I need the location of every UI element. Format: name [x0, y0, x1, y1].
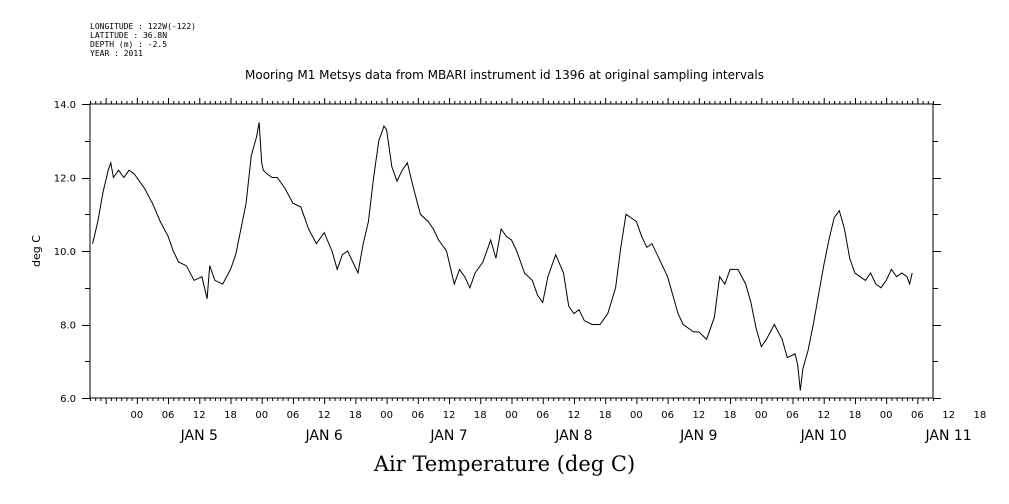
x-tick-label: 18: [724, 410, 737, 421]
chart-title: Mooring M1 Metsys data from MBARI instru…: [245, 68, 764, 82]
x-tick-label: 06: [911, 410, 924, 421]
x-tick-label: 12: [443, 410, 456, 421]
x-tick-label: 00: [380, 410, 393, 421]
x-tick-label: 06: [287, 410, 300, 421]
y-axis-label: deg C: [30, 235, 43, 267]
ticks-layer: 00 06 12 18 00 06 12 18 00 06 12 18 00 06 12 18 00 06 12 18…: [54, 98, 986, 444]
x-tick-label: 18: [349, 410, 362, 421]
x-day-label: JAN 10: [800, 428, 847, 444]
y-tick-label: 12.0: [54, 174, 76, 185]
x-tick-label: 12: [942, 410, 955, 421]
x-axis-title: Air Temperature (deg C): [373, 452, 636, 476]
x-day-label: JAN 5: [180, 428, 218, 444]
x-tick-label: 06: [786, 410, 799, 421]
x-tick-label: 00: [130, 410, 143, 421]
x-tick-label: 06: [162, 410, 175, 421]
x-tick-label: 06: [661, 410, 674, 421]
y-tick-label: 8.0: [60, 321, 76, 332]
x-day-label: JAN 8: [554, 428, 592, 444]
air-temperature-series-line: [92, 122, 913, 391]
x-tick-label: 00: [880, 410, 893, 421]
x-day-label: JAN 7: [429, 428, 467, 444]
x-tick-label: 00: [505, 410, 518, 421]
x-day-label: JAN 9: [679, 428, 717, 444]
x-tick-label: 12: [568, 410, 581, 421]
meta-longitude: LONGITUDE : 122W(-122): [90, 22, 196, 31]
x-tick-label: 00: [755, 410, 768, 421]
y-tick-label: 10.0: [54, 247, 76, 258]
x-tick-label: 12: [817, 410, 830, 421]
x-tick-label: 06: [536, 410, 549, 421]
y-tick-label: 14.0: [54, 100, 76, 111]
x-tick-label: 12: [318, 410, 331, 421]
x-tick-label: 12: [692, 410, 705, 421]
x-tick-label: 18: [474, 410, 487, 421]
meta-latitude: LATITUDE : 36.8N: [90, 31, 168, 40]
meta-depth: DEPTH (m) : -2.5: [90, 40, 168, 49]
x-tick-label: 00: [255, 410, 268, 421]
metadata-block: LONGITUDE : 122W(-122) LATITUDE : 36.8N …: [90, 22, 196, 58]
x-tick-label: 18: [224, 410, 237, 421]
x-tick-label: 12: [193, 410, 206, 421]
x-tick-label: 18: [849, 410, 862, 421]
x-tick-label: 00: [630, 410, 643, 421]
x-tick-label: 06: [411, 410, 424, 421]
x-tick-label: 18: [599, 410, 612, 421]
meta-year: YEAR : 2011: [90, 49, 143, 58]
x-day-label: JAN 6: [305, 428, 343, 444]
y-tick-label: 6.0: [60, 394, 76, 405]
x-tick-label: 18: [973, 410, 986, 421]
plot-frame: [89, 103, 934, 399]
x-day-label: JAN 11: [925, 428, 972, 444]
